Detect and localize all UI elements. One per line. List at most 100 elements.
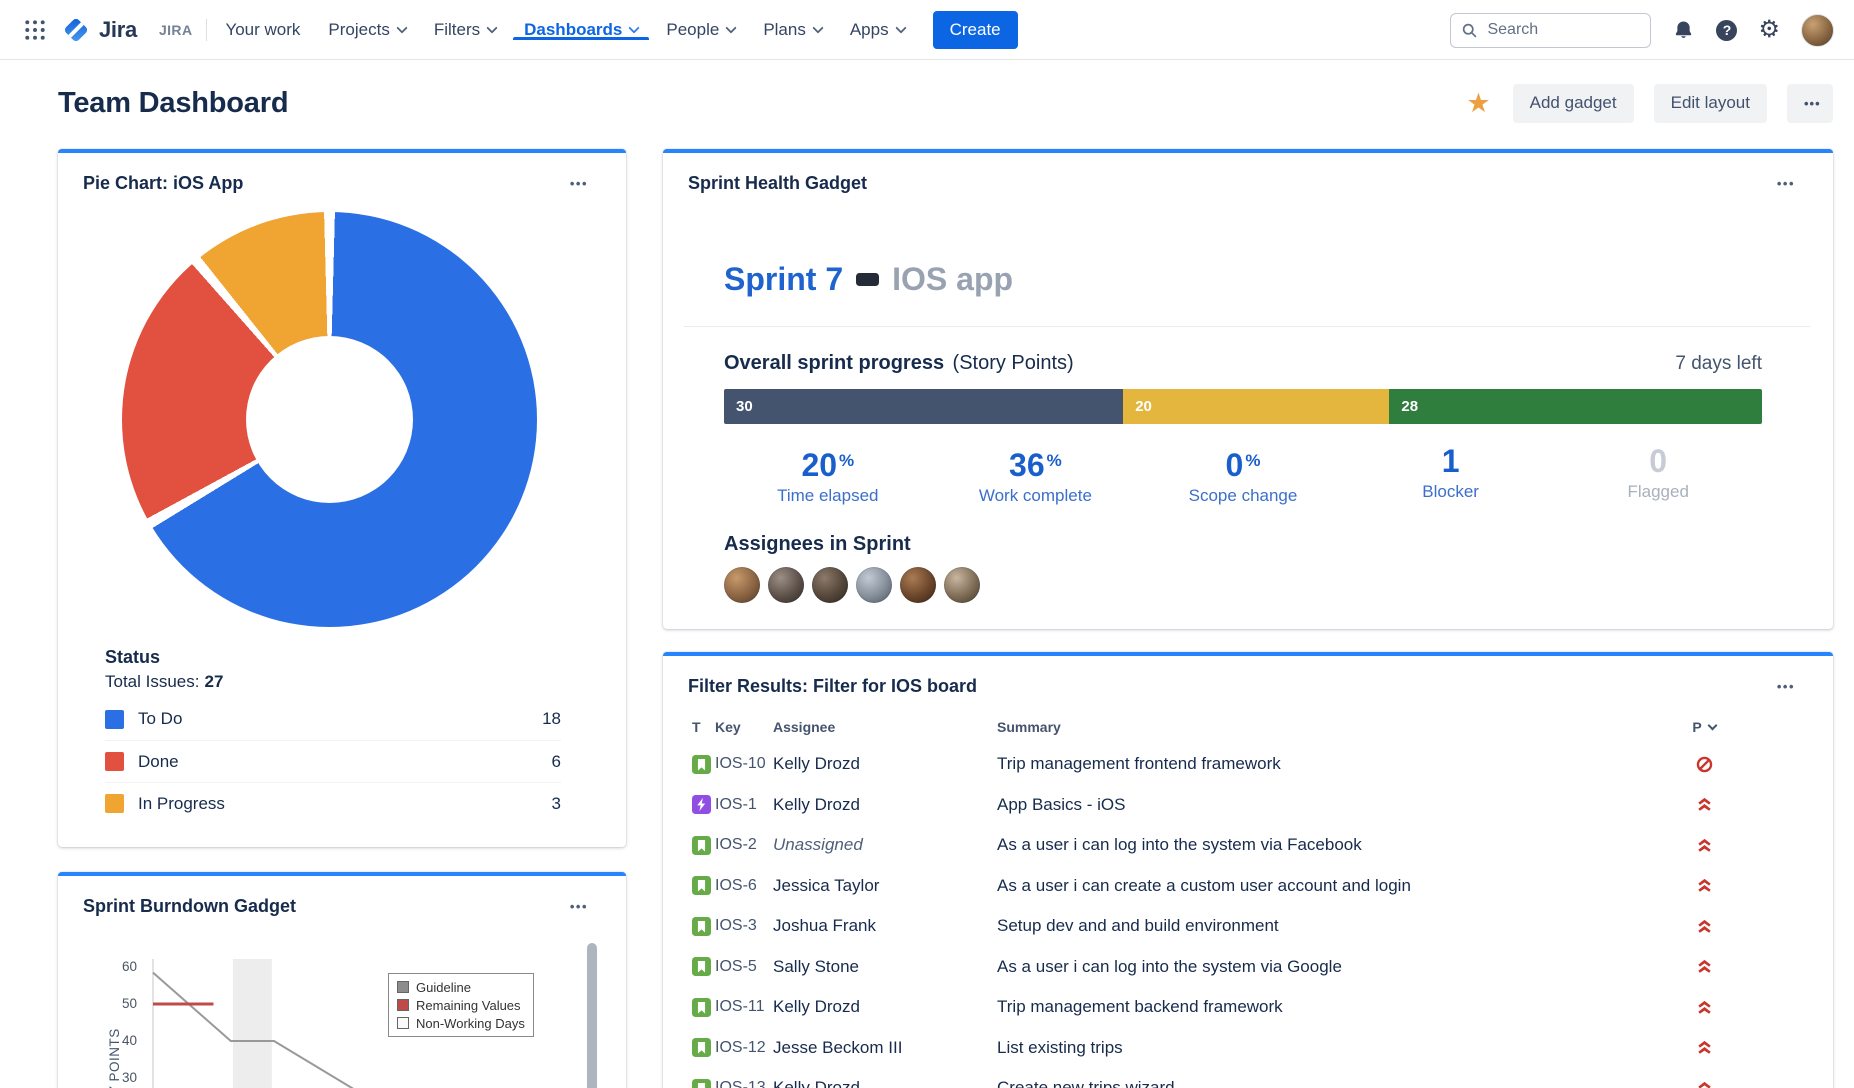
burndown-legend-item: Non-Working Days (397, 1015, 525, 1031)
column-header-assignee[interactable]: Assignee (773, 719, 836, 735)
favorite-star-icon[interactable]: ★ (1466, 87, 1491, 118)
sprint-health-title: Sprint Health Gadget (688, 172, 868, 193)
nav-item-label: Your work (225, 20, 301, 39)
burndown-more-icon[interactable]: ••• (569, 898, 588, 914)
issue-key[interactable]: IOS-13 (715, 1079, 766, 1088)
issue-summary[interactable]: As a user i can create a custom user acc… (997, 875, 1411, 895)
page-actions: ★ Add gadget Edit layout ••• (1466, 83, 1833, 123)
legend-swatch (105, 794, 124, 813)
nav-item-filters[interactable]: Filters (420, 20, 510, 40)
legend-row-to-do[interactable]: To Do 18 (105, 698, 561, 740)
filter-table: T Key Assignee Summary P IOS-10 Kelly Drozd Tr… (692, 710, 1804, 1088)
chevron-down-icon (812, 21, 824, 34)
pie-chart[interactable] (122, 212, 537, 627)
burndown-title: Sprint Burndown Gadget (83, 895, 296, 916)
jira-logo[interactable]: Jira (62, 17, 137, 43)
notifications-icon[interactable] (1672, 19, 1695, 42)
legend-row-done[interactable]: Done 6 (105, 740, 561, 782)
table-row[interactable]: IOS-13 Kelly Drozd Create new trips wizard (692, 1068, 1804, 1088)
blocked-priority-icon (1604, 755, 1804, 774)
story-type-icon (692, 835, 715, 855)
issue-summary[interactable]: Create new trips wizard (997, 1078, 1175, 1088)
issue-key[interactable]: IOS-1 (715, 795, 757, 813)
issue-key[interactable]: IOS-5 (715, 957, 757, 975)
filter-results-more-icon[interactable]: ••• (1776, 678, 1795, 694)
issue-key[interactable]: IOS-3 (715, 917, 757, 935)
assignee-avatar[interactable] (724, 567, 760, 603)
issue-key[interactable]: IOS-10 (715, 755, 766, 773)
story-type-icon (692, 916, 715, 936)
issue-key[interactable]: IOS-2 (715, 836, 757, 854)
sprint-burndown-gadget: Sprint Burndown Gadget ••• 60 50 40 30 Guid… (58, 872, 626, 1088)
issue-summary[interactable]: Setup dev and and build environment (997, 916, 1279, 936)
nav-item-apps[interactable]: Apps (836, 20, 919, 40)
search-box[interactable] (1450, 12, 1652, 48)
filter-table-body: IOS-10 Kelly Drozd Trip management fronten… (692, 744, 1804, 1088)
nav-item-your-work[interactable]: Your work (211, 20, 314, 40)
legend-label: Done (138, 751, 179, 771)
assignee-avatar[interactable] (768, 567, 804, 603)
scrollbar-thumb[interactable] (587, 943, 597, 1088)
stat-scope-change: 0% Scope change (1139, 444, 1347, 506)
column-header-label: P (1692, 719, 1702, 735)
issue-assignee: Kelly Drozd (773, 997, 860, 1017)
stat-unit: % (839, 451, 855, 470)
sprint-name-link[interactable]: Sprint 7 (724, 261, 844, 297)
assignee-avatar[interactable] (900, 567, 936, 603)
nav-item-label: Plans (763, 20, 806, 39)
table-row[interactable]: IOS-2 Unassigned As a user i can log into … (692, 825, 1804, 866)
table-row[interactable]: IOS-5 Sally Stone As a user i can log into… (692, 947, 1804, 988)
table-row[interactable]: IOS-1 Kelly Drozd App Basics - iOS (692, 785, 1804, 826)
help-icon[interactable]: ? (1716, 19, 1738, 41)
issue-summary[interactable]: As a user i can log into the system via … (997, 835, 1362, 855)
search-input[interactable] (1487, 21, 1628, 39)
profile-menu[interactable] (1801, 13, 1834, 47)
issue-summary[interactable]: As a user i can log into the system via … (997, 956, 1342, 976)
table-row[interactable]: IOS-10 Kelly Drozd Trip management fronten… (692, 744, 1804, 785)
column-header-key[interactable]: Key (715, 719, 741, 735)
assignee-avatar[interactable] (812, 567, 848, 603)
assignees-heading: Assignees in Sprint (724, 533, 911, 555)
edit-layout-button[interactable]: Edit layout (1653, 83, 1767, 123)
highest-priority-icon (1604, 957, 1804, 976)
table-row[interactable]: IOS-11 Kelly Drozd Trip management backend… (692, 987, 1804, 1028)
issue-key[interactable]: IOS-6 (715, 876, 757, 894)
gadget-header: Pie Chart: iOS App ••• (58, 153, 626, 213)
issue-key[interactable]: IOS-11 (715, 998, 765, 1016)
issue-assignee: Sally Stone (773, 956, 859, 976)
app-switcher-icon[interactable] (20, 15, 50, 45)
stat-blocker: 1 Blocker (1347, 444, 1555, 506)
legend-label: Non-Working Days (416, 1015, 525, 1031)
table-row[interactable]: IOS-3 Joshua Frank Setup dev and and build… (692, 906, 1804, 947)
create-button[interactable]: Create (932, 11, 1018, 49)
nav-item-projects[interactable]: Projects (314, 20, 419, 40)
column-header-p[interactable]: P (1604, 719, 1804, 735)
highest-priority-icon (1604, 1038, 1804, 1057)
nav-item-plans[interactable]: Plans (749, 20, 836, 40)
nav-item-people[interactable]: People (652, 20, 749, 40)
y-tick-label: 40 (121, 1033, 137, 1048)
column-header-summary[interactable]: Summary (997, 719, 1061, 735)
nav-item-dashboards[interactable]: Dashboards (510, 20, 652, 40)
sprint-health-more-icon[interactable]: ••• (1776, 175, 1795, 191)
add-gadget-button[interactable]: Add gadget (1512, 83, 1634, 123)
issue-key[interactable]: IOS-12 (715, 1038, 766, 1056)
legend-value: 6 (551, 751, 561, 771)
settings-icon[interactable]: ⚙ (1758, 18, 1780, 42)
column-header-t[interactable]: T (692, 719, 701, 735)
legend-value: 3 (551, 793, 561, 813)
story-type-icon (692, 997, 715, 1017)
assignee-avatar[interactable] (856, 567, 892, 603)
dashboard-more-icon[interactable]: ••• (1787, 83, 1833, 123)
issue-summary[interactable]: Trip management backend framework (997, 997, 1283, 1017)
issue-summary[interactable]: App Basics - iOS (997, 794, 1126, 814)
issue-summary[interactable]: List existing trips (997, 1037, 1123, 1057)
filter-table-header: T Key Assignee Summary P (692, 710, 1804, 744)
pie-gadget-more-icon[interactable]: ••• (569, 175, 588, 191)
legend-row-in-progress[interactable]: In Progress 3 (105, 782, 561, 824)
table-row[interactable]: IOS-12 Jesse Beckom III List existing trip… (692, 1028, 1804, 1069)
y-tick-label: 50 (121, 996, 137, 1011)
assignee-avatar[interactable] (944, 567, 980, 603)
table-row[interactable]: IOS-6 Jessica Taylor As a user i can creat… (692, 866, 1804, 907)
issue-summary[interactable]: Trip management frontend framework (997, 754, 1281, 774)
